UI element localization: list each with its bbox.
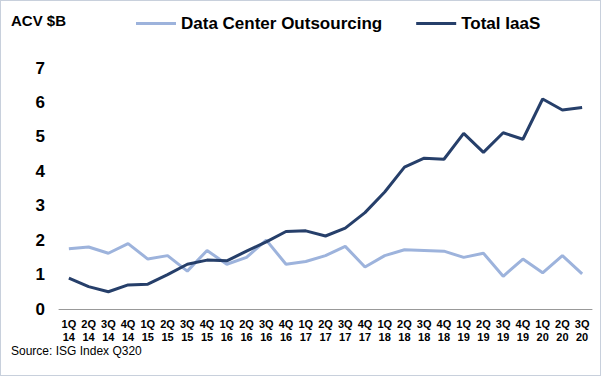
svg-text:4Q: 4Q (121, 318, 136, 330)
svg-text:3: 3 (36, 196, 45, 215)
svg-text:2Q: 2Q (476, 318, 491, 330)
svg-text:18: 18 (438, 331, 450, 343)
svg-text:4Q: 4Q (516, 318, 531, 330)
svg-text:19: 19 (517, 331, 529, 343)
svg-text:7: 7 (36, 59, 45, 78)
svg-text:19: 19 (497, 331, 509, 343)
svg-text:4Q: 4Q (279, 318, 294, 330)
svg-text:4: 4 (36, 162, 46, 181)
svg-text:1Q: 1Q (535, 318, 550, 330)
svg-text:16: 16 (240, 331, 252, 343)
svg-text:0: 0 (36, 300, 45, 319)
svg-text:3Q: 3Q (575, 318, 590, 330)
svg-text:16: 16 (221, 331, 233, 343)
svg-text:2Q: 2Q (318, 318, 333, 330)
svg-text:17: 17 (359, 331, 371, 343)
svg-text:5: 5 (36, 127, 45, 146)
svg-text:1Q: 1Q (62, 318, 77, 330)
svg-text:18: 18 (398, 331, 410, 343)
svg-text:20: 20 (537, 331, 549, 343)
svg-text:1Q: 1Q (377, 318, 392, 330)
svg-text:3Q: 3Q (180, 318, 195, 330)
svg-text:Source: ISG Index Q320: Source: ISG Index Q320 (11, 344, 142, 358)
svg-text:6: 6 (36, 93, 45, 112)
svg-text:18: 18 (379, 331, 391, 343)
svg-text:15: 15 (142, 331, 154, 343)
svg-text:ACV $B: ACV $B (11, 12, 66, 29)
svg-text:16: 16 (280, 331, 292, 343)
svg-text:Data Center Outsourcing: Data Center Outsourcing (181, 14, 382, 33)
svg-text:15: 15 (161, 331, 173, 343)
svg-text:15: 15 (201, 331, 213, 343)
svg-text:2Q: 2Q (160, 318, 175, 330)
svg-text:4Q: 4Q (358, 318, 373, 330)
svg-text:2Q: 2Q (81, 318, 96, 330)
svg-text:Total IaaS: Total IaaS (461, 14, 540, 33)
svg-text:2Q: 2Q (397, 318, 412, 330)
svg-text:14: 14 (63, 331, 76, 343)
svg-text:1Q: 1Q (456, 318, 471, 330)
svg-text:3Q: 3Q (338, 318, 353, 330)
svg-text:1Q: 1Q (298, 318, 313, 330)
svg-text:3Q: 3Q (417, 318, 432, 330)
svg-text:2: 2 (36, 231, 45, 250)
svg-text:3Q: 3Q (496, 318, 511, 330)
svg-text:4Q: 4Q (437, 318, 452, 330)
svg-text:16: 16 (260, 331, 272, 343)
svg-text:4Q: 4Q (200, 318, 215, 330)
svg-text:2Q: 2Q (555, 318, 570, 330)
svg-text:3Q: 3Q (259, 318, 274, 330)
svg-text:14: 14 (122, 331, 135, 343)
svg-text:18: 18 (418, 331, 430, 343)
svg-text:14: 14 (82, 331, 95, 343)
svg-text:17: 17 (319, 331, 331, 343)
svg-text:17: 17 (300, 331, 312, 343)
svg-text:19: 19 (458, 331, 470, 343)
svg-text:20: 20 (556, 331, 568, 343)
svg-text:15: 15 (181, 331, 193, 343)
svg-text:1Q: 1Q (140, 318, 155, 330)
svg-text:14: 14 (102, 331, 115, 343)
svg-text:2Q: 2Q (239, 318, 254, 330)
svg-text:1Q: 1Q (219, 318, 234, 330)
svg-text:3Q: 3Q (101, 318, 116, 330)
svg-text:17: 17 (339, 331, 351, 343)
svg-text:19: 19 (477, 331, 489, 343)
svg-text:1: 1 (36, 265, 45, 284)
svg-text:20: 20 (576, 331, 588, 343)
